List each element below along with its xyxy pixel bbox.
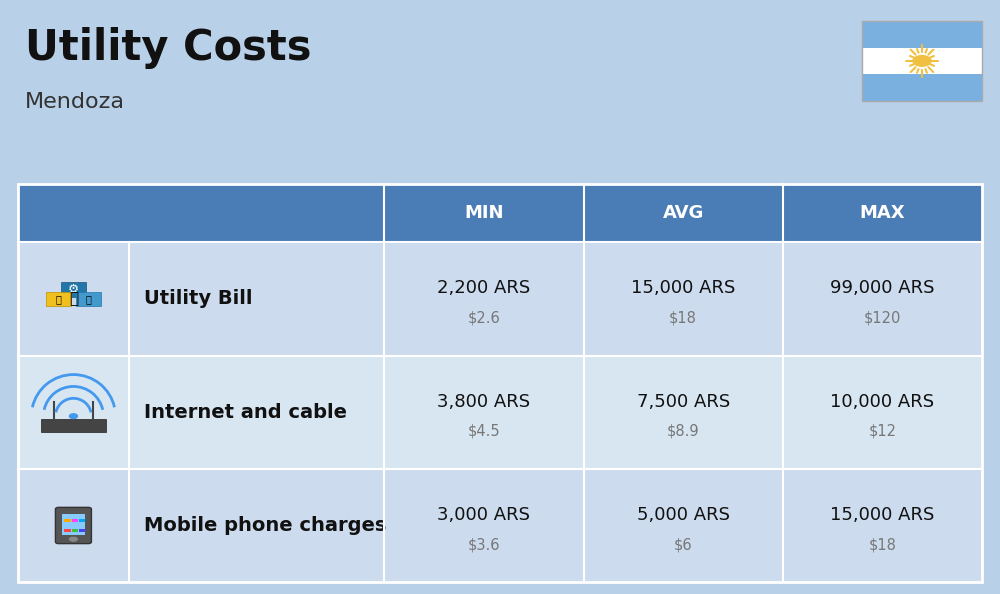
Text: Utility Costs: Utility Costs — [25, 27, 312, 69]
Text: $18: $18 — [868, 537, 896, 552]
Bar — [79, 529, 85, 532]
Bar — [72, 529, 78, 532]
Circle shape — [913, 56, 931, 67]
Bar — [64, 529, 71, 532]
Text: 15,000 ARS: 15,000 ARS — [631, 279, 735, 297]
Bar — [862, 21, 982, 101]
Text: $12: $12 — [868, 424, 896, 439]
Bar — [64, 519, 71, 522]
Bar — [61, 282, 86, 297]
Text: MIN: MIN — [464, 204, 504, 222]
Text: $4.5: $4.5 — [468, 424, 500, 439]
Text: 🔌: 🔌 — [55, 294, 61, 304]
Text: Utility Bill: Utility Bill — [144, 289, 252, 308]
Text: 99,000 ARS: 99,000 ARS — [830, 279, 935, 297]
Bar — [62, 514, 85, 535]
Text: $18: $18 — [669, 311, 697, 326]
Bar — [862, 48, 982, 74]
Bar — [18, 242, 982, 356]
Bar — [862, 74, 982, 101]
FancyBboxPatch shape — [55, 507, 91, 544]
Text: 3,800 ARS: 3,800 ARS — [437, 393, 530, 410]
Text: 2,200 ARS: 2,200 ARS — [437, 279, 531, 297]
Text: Mobile phone charges: Mobile phone charges — [144, 516, 386, 535]
Text: $3.6: $3.6 — [468, 537, 500, 552]
Bar — [46, 292, 71, 307]
Text: 7,500 ARS: 7,500 ARS — [637, 393, 730, 410]
Bar — [18, 184, 982, 582]
Text: MAX: MAX — [860, 204, 905, 222]
Text: Mendoza: Mendoza — [25, 92, 125, 112]
Text: AVG: AVG — [662, 204, 704, 222]
Text: ⚙: ⚙ — [68, 283, 79, 296]
Text: $6: $6 — [674, 537, 692, 552]
Bar — [862, 21, 982, 48]
Text: 10,000 ARS: 10,000 ARS — [830, 393, 934, 410]
Text: 15,000 ARS: 15,000 ARS — [830, 506, 935, 524]
Text: 🧑: 🧑 — [69, 292, 78, 307]
Text: 5,000 ARS: 5,000 ARS — [637, 506, 730, 524]
Text: 💧: 💧 — [85, 294, 91, 304]
Text: $8.9: $8.9 — [667, 424, 699, 439]
Circle shape — [68, 536, 78, 542]
Bar — [79, 519, 85, 522]
Text: $120: $120 — [864, 311, 901, 326]
Bar — [41, 419, 106, 432]
Text: $2.6: $2.6 — [468, 311, 500, 326]
Bar — [72, 519, 78, 522]
Bar — [76, 292, 101, 307]
Text: 3,000 ARS: 3,000 ARS — [437, 506, 530, 524]
Bar — [18, 469, 982, 582]
Bar — [18, 184, 982, 242]
Circle shape — [69, 414, 77, 419]
Bar — [18, 356, 982, 469]
Text: Internet and cable: Internet and cable — [144, 403, 347, 422]
